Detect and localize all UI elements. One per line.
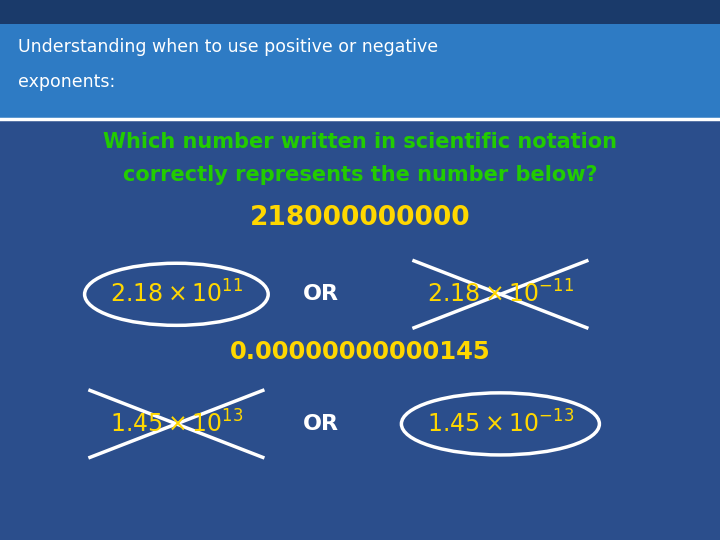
FancyBboxPatch shape [0, 0, 720, 119]
Text: exponents:: exponents: [18, 73, 115, 91]
Text: $1.45 \times 10^{13}$: $1.45 \times 10^{13}$ [109, 410, 243, 437]
Text: $2.18 \times 10^{-11}$: $2.18 \times 10^{-11}$ [427, 281, 574, 308]
Text: 218000000000: 218000000000 [250, 205, 470, 231]
Text: $1.45 \times 10^{-13}$: $1.45 \times 10^{-13}$ [427, 410, 574, 437]
Text: $2.18 \times 10^{11}$: $2.18 \times 10^{11}$ [109, 281, 243, 308]
Text: OR: OR [302, 284, 338, 305]
FancyBboxPatch shape [0, 0, 720, 24]
Text: Which number written in scientific notation: Which number written in scientific notat… [103, 132, 617, 152]
Text: Understanding when to use positive or negative: Understanding when to use positive or ne… [18, 38, 438, 56]
Text: correctly represents the number below?: correctly represents the number below? [122, 165, 598, 185]
Text: 0.00000000000145: 0.00000000000145 [230, 340, 490, 364]
Text: OR: OR [302, 414, 338, 434]
